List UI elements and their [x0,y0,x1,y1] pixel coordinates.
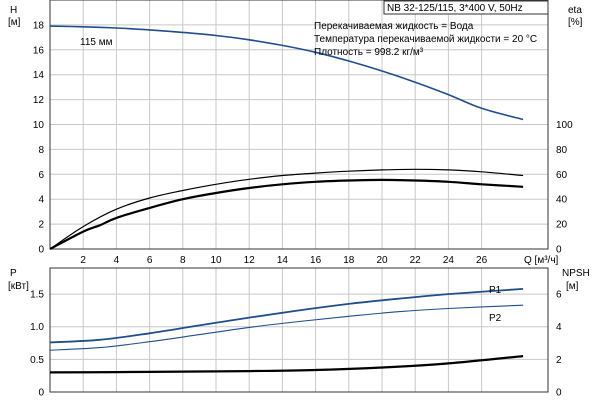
npsh-curve [49,355,524,374]
eta-tick-label: 0 [556,245,562,256]
head-tick-label: 18 [33,20,45,31]
flow-tick-label: 18 [343,255,355,266]
head-curve [49,25,524,121]
power-tick-label: 1.0 [30,322,44,333]
efficiency-curve-bold [49,178,524,250]
head-efficiency-panel: 2 4 6 8 10 12 14 16 18 20 22 24 26024681012141618020… [8,0,583,266]
head-tick-label: 8 [38,145,44,156]
head-tick-label: 16 [33,45,45,56]
top-plot-frame [49,0,549,250]
eta-tick-label: 80 [556,145,568,156]
npsh-tick-label: 6 [556,290,562,301]
head-tick-label: 4 [38,195,44,206]
flow-tick-label: 2 [80,255,86,266]
npsh-axis-label-line2: [м] [566,281,579,292]
power-tick-label: 0.5 [30,355,44,366]
power-axis-label-line2: [кВт] [8,281,29,292]
eta-tick-label: 20 [556,220,568,231]
flow-axis-label: Q [м³/ч] [524,255,559,266]
bottom-grid [50,268,548,393]
head-axis-label-line1: H [10,5,17,16]
head-tick-label: 12 [33,95,45,106]
flow-tick-label: 20 [376,255,388,266]
eta-tick-label: 40 [556,195,568,206]
p1-power-curve [49,288,524,344]
head-tick-label: 2 [38,220,44,231]
pump-model-box [383,0,549,15]
p2-series-label: P2 [489,313,502,324]
flow-tick-label: 16 [310,255,322,266]
p1-series-label: P1 [489,285,502,296]
npsh-tick-label: 2 [556,355,562,366]
density-info-line: Плотность = 998.2 кг/м³ [314,47,424,58]
power-npsh-panel: 0 0.5 1.0 1.5 0 2 4 6 P [кВт] NPSH [м] P1 P2 [8,267,590,399]
head-tick-label: 6 [38,170,44,181]
flow-tick-label: 4 [114,255,120,266]
flow-tick-label: 12 [244,255,256,266]
top-series [49,25,524,250]
flow-tick-label: 24 [443,255,455,266]
npsh-tick-label: 4 [556,322,562,333]
efficiency-curve-thin [49,168,524,250]
impeller-diameter-label: 115 мм [80,37,113,48]
top-tick-labels: 2 4 6 8 10 12 14 16 18 20 22 24 26024681012141618020… [33,20,573,266]
power-tick-label: 0 [38,388,44,399]
eta-axis-label-line2: [%] [568,17,583,28]
bottom-tick-labels: 0 0.5 1.0 1.5 0 2 4 6 [30,290,562,399]
flow-tick-label: 22 [410,255,422,266]
flow-tick-label: 6 [147,255,153,266]
power-tick-label: 1.5 [30,290,44,301]
npsh-axis-label-line1: NPSH [562,268,590,279]
head-axis-label-line2: [м] [8,17,21,28]
flow-tick-label: 14 [277,255,289,266]
npsh-tick-label: 0 [556,388,562,399]
bottom-series [49,288,524,374]
eta-tick-label: 100 [556,120,573,131]
flow-tick-label: 10 [210,255,222,266]
flow-tick-label: 26 [476,255,488,266]
p2-power-curve [49,304,524,351]
head-tick-label: 14 [33,70,45,81]
fluid-info-line: Перекачиваемая жидкость = Вода [314,21,474,32]
power-axis-label-line1: P [10,268,17,279]
bottom-plot-frame [49,267,549,393]
pump-model-label: NB 32-125/115, 3*400 V, 50Hz [387,3,523,14]
head-tick-label: 0 [38,245,44,256]
flow-tick-label: 8 [180,255,186,266]
temperature-info-line: Температура перекачиваемой жидкости = 20… [314,34,537,45]
eta-tick-label: 60 [556,170,568,181]
head-tick-label: 10 [33,120,45,131]
eta-axis-label-line1: eta [568,5,582,16]
